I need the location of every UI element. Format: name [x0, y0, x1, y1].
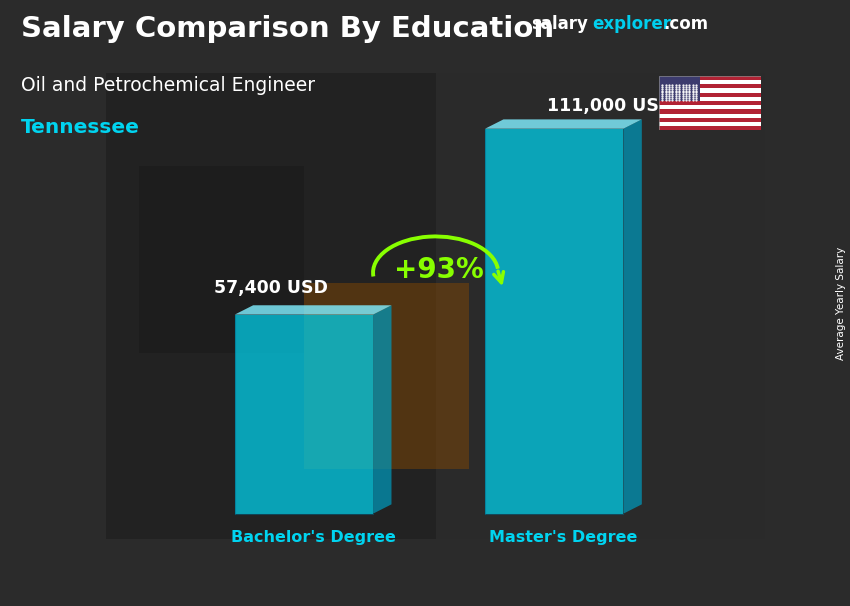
Polygon shape [623, 119, 642, 514]
Polygon shape [659, 76, 700, 101]
Polygon shape [659, 122, 761, 126]
Text: Master's Degree: Master's Degree [490, 530, 638, 545]
Polygon shape [659, 113, 761, 118]
Text: 57,400 USD: 57,400 USD [214, 279, 328, 297]
Text: +93%: +93% [394, 256, 484, 284]
Polygon shape [435, 73, 765, 539]
Polygon shape [139, 166, 304, 353]
Polygon shape [659, 80, 761, 84]
Polygon shape [373, 305, 392, 514]
Polygon shape [485, 128, 623, 514]
Polygon shape [659, 126, 761, 130]
Polygon shape [659, 84, 761, 88]
Text: .com: .com [663, 15, 708, 33]
Polygon shape [659, 76, 761, 80]
Polygon shape [235, 305, 392, 315]
Text: Oil and Petrochemical Engineer: Oil and Petrochemical Engineer [21, 76, 315, 95]
Polygon shape [659, 93, 761, 97]
Polygon shape [235, 315, 373, 514]
Polygon shape [106, 73, 435, 539]
Text: Bachelor's Degree: Bachelor's Degree [230, 530, 395, 545]
Polygon shape [659, 109, 761, 113]
Text: explorer: explorer [592, 15, 672, 33]
Polygon shape [659, 97, 761, 101]
Polygon shape [659, 105, 761, 109]
Polygon shape [485, 119, 642, 128]
Polygon shape [659, 101, 761, 105]
Text: salary: salary [531, 15, 588, 33]
Polygon shape [304, 282, 468, 469]
Polygon shape [659, 118, 761, 122]
Text: Salary Comparison By Education: Salary Comparison By Education [21, 15, 554, 43]
Text: 111,000 USD: 111,000 USD [547, 97, 673, 115]
Text: Average Yearly Salary: Average Yearly Salary [836, 247, 846, 359]
Text: Tennessee: Tennessee [21, 118, 140, 137]
Polygon shape [659, 88, 761, 93]
